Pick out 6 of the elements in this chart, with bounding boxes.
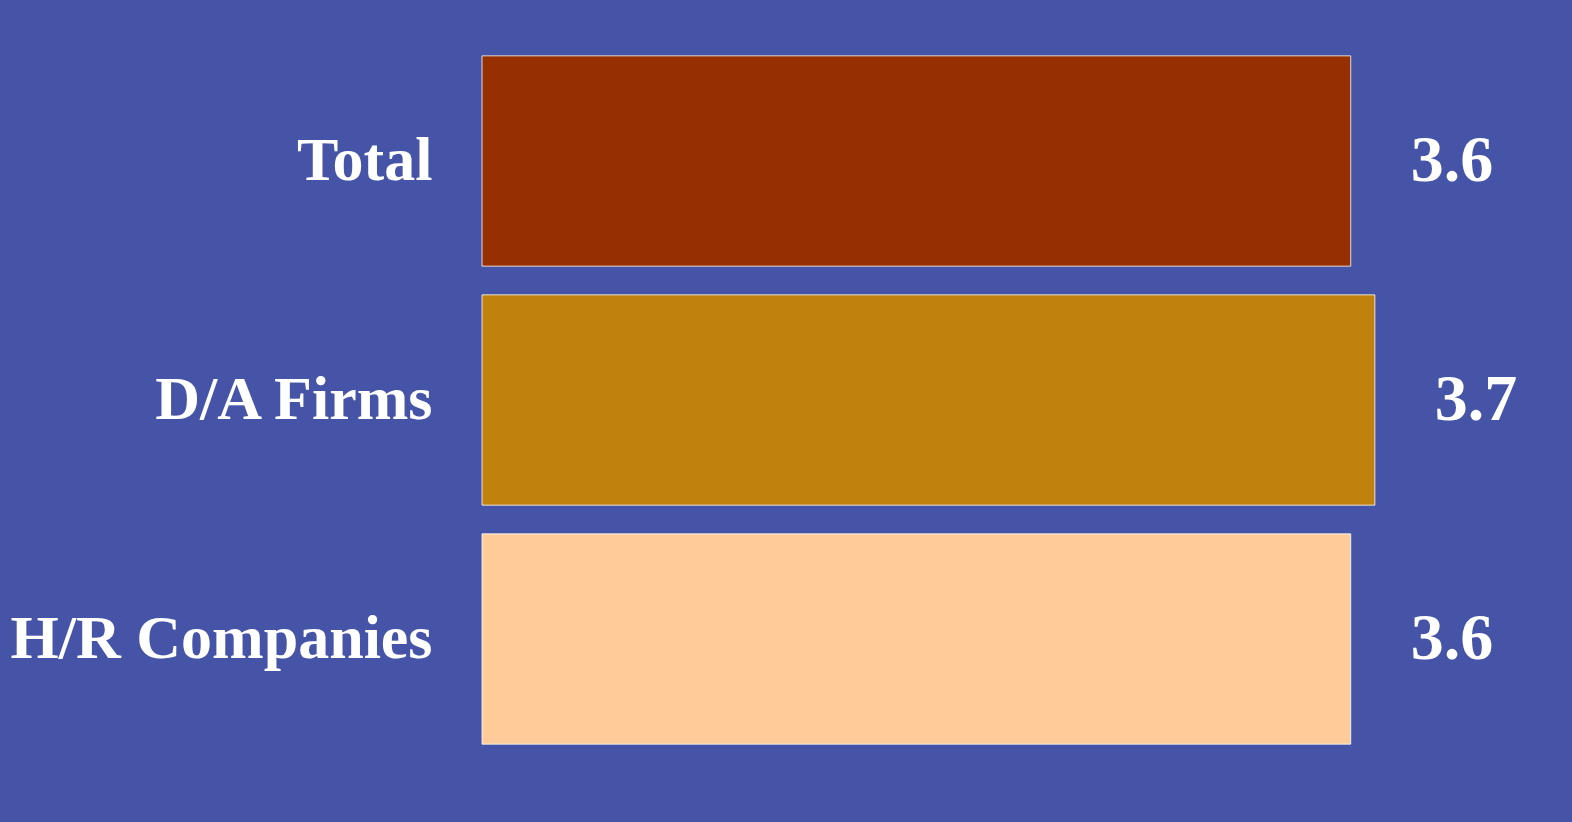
data-label: 3.7 xyxy=(1434,361,1518,434)
y-tick-label: H/R Companies xyxy=(10,602,433,671)
data-label: 3.6 xyxy=(1410,599,1494,673)
data-label: 3.6 xyxy=(1410,122,1494,196)
y-tick-label: Total xyxy=(296,125,433,194)
y-tick-label: D/A Firms xyxy=(155,364,433,432)
